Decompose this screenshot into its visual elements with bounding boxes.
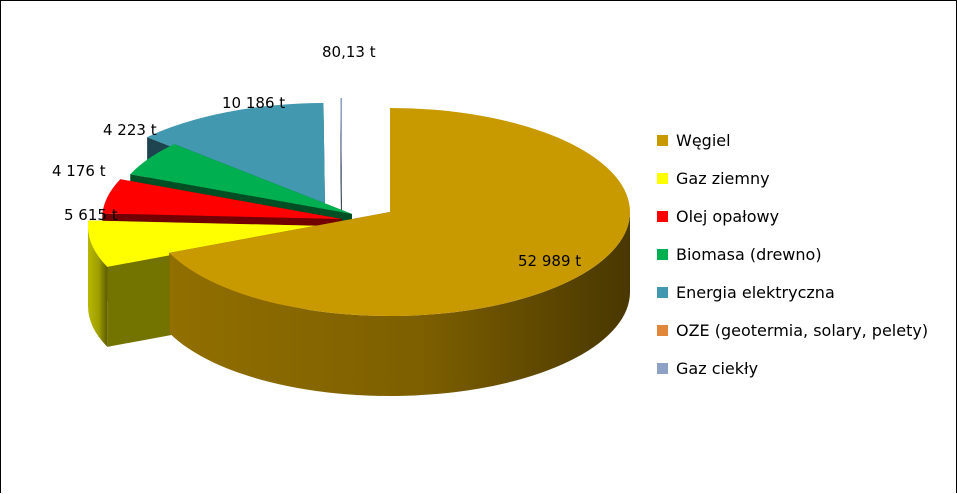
legend-label: Gaz ziemny — [676, 168, 770, 188]
legend: Węgiel Gaz ziemny Olej opałowy Biomasa (dre… — [657, 121, 928, 387]
legend-swatch — [657, 210, 668, 222]
legend-item-oze-geotermia-solary-pelety: OZE (geotermia, solary, pelety) — [657, 311, 928, 349]
legend-item-gaz-ciekly: Gaz ciekły — [657, 349, 928, 387]
data-label-wegiel: 52 989 t — [518, 252, 581, 270]
legend-label: Biomasa (drewno) — [676, 244, 822, 264]
legend-swatch — [657, 286, 668, 298]
legend-label: OZE (geotermia, solary, pelety) — [676, 320, 929, 340]
legend-swatch — [657, 324, 668, 336]
data-label-biomasa-drewno: 4 223 t — [103, 121, 157, 139]
legend-swatch — [657, 134, 668, 146]
legend-swatch — [657, 172, 668, 184]
legend-item-wegiel: Węgiel — [657, 121, 928, 159]
legend-label: Energia elektryczna — [676, 282, 835, 302]
data-label-gaz-ciekly: 80,13 t — [322, 43, 376, 61]
pie-slices — [88, 98, 631, 397]
legend-swatch — [657, 362, 668, 374]
data-label-gaz-ziemny: 5 615 t — [64, 206, 118, 224]
legend-swatch — [657, 248, 668, 260]
legend-item-olej-opalowy: Olej opałowy — [657, 197, 928, 235]
data-label-olej-opalowy: 4 176 t — [52, 162, 106, 180]
legend-label: Węgiel — [676, 130, 731, 150]
legend-item-gaz-ziemny: Gaz ziemny — [657, 159, 928, 197]
legend-label: Gaz ciekły — [676, 358, 759, 378]
data-label-energia-elektryczna: 10 186 t — [222, 94, 285, 112]
legend-item-biomasa-drewno: Biomasa (drewno) — [657, 235, 928, 273]
pie-slice-wegiel — [169, 108, 631, 397]
legend-item-energia-elektryczna: Energia elektryczna — [657, 273, 928, 311]
legend-label: Olej opałowy — [676, 206, 780, 226]
